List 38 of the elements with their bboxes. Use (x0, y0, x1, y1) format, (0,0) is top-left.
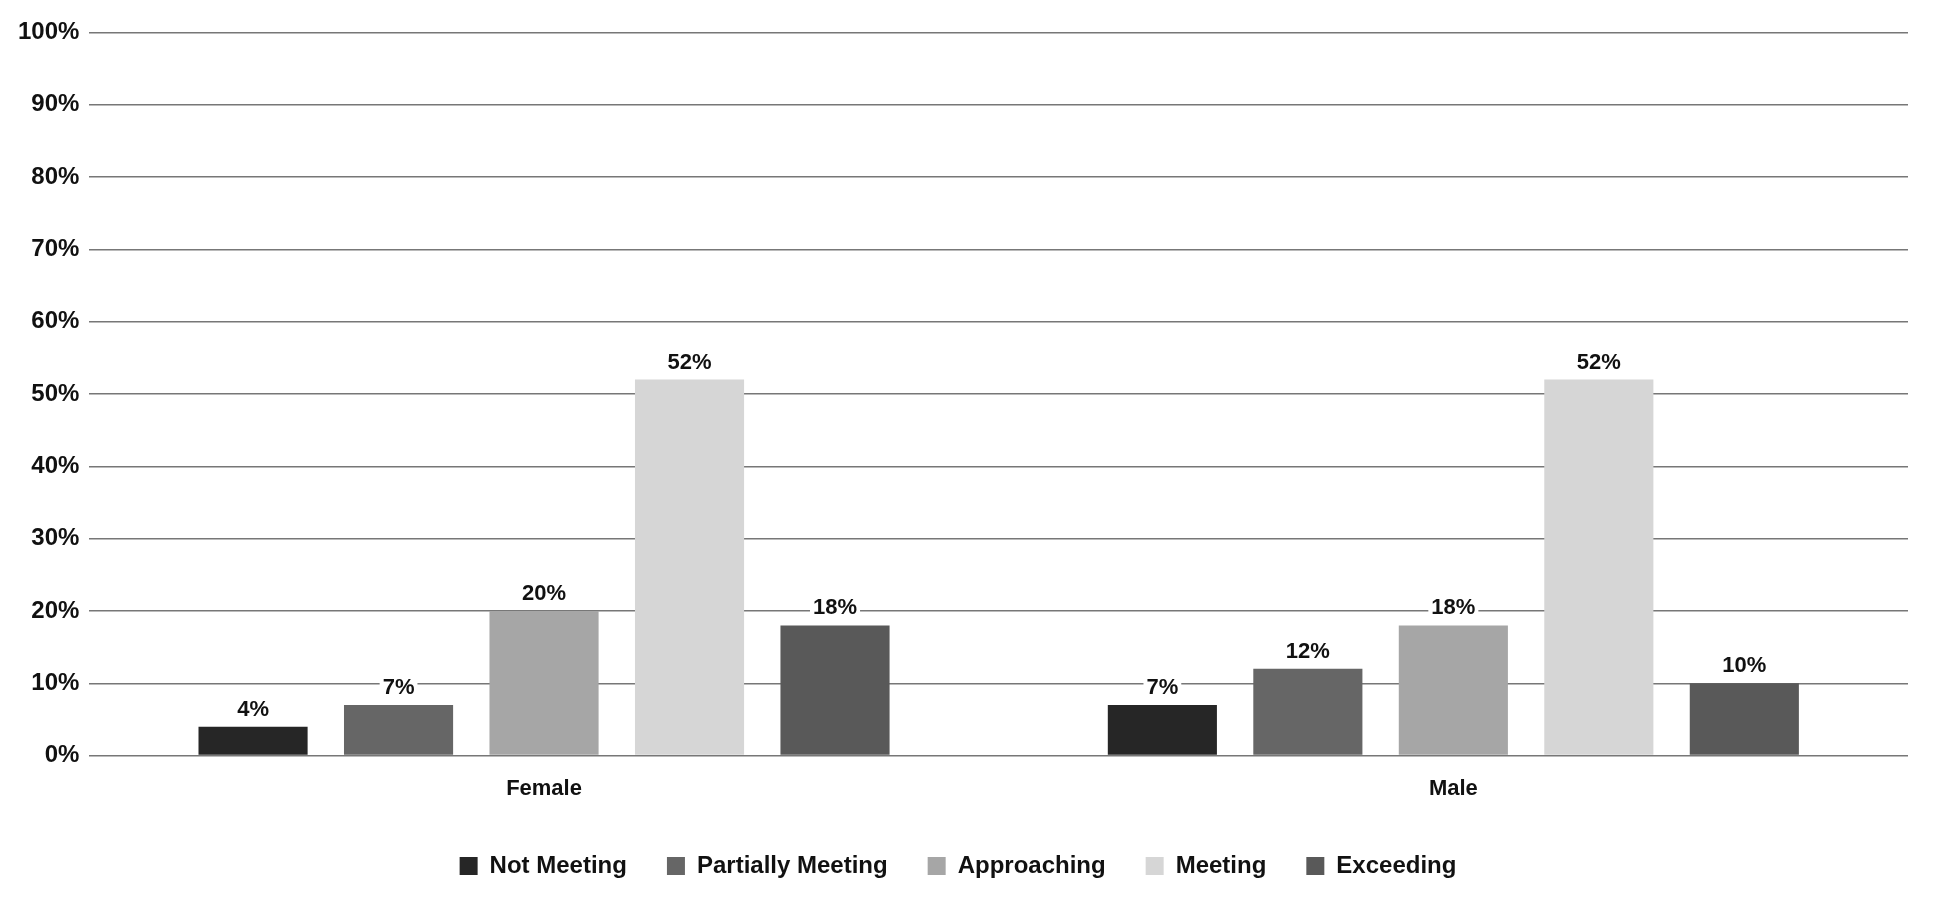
y-tick-label: 0% (44, 740, 80, 768)
bar (198, 726, 308, 755)
x-tick-label: Male (1428, 774, 1478, 800)
bar (1107, 704, 1217, 755)
bar (1544, 379, 1654, 755)
y-tick-label: 100% (17, 17, 80, 45)
bar (780, 625, 890, 755)
text: 4% (237, 695, 269, 721)
bar (1398, 625, 1508, 755)
x-tick-label: Female (506, 774, 582, 800)
text: 10% (1722, 652, 1767, 678)
text: 18% (1431, 594, 1476, 620)
legend-label: Not Meeting (489, 850, 627, 878)
text: 20% (522, 580, 567, 606)
y-tick-label: 20% (31, 595, 80, 623)
text: 7% (382, 674, 415, 700)
y-tick-label: 70% (31, 233, 80, 261)
legend-label: Approaching (957, 850, 1106, 878)
bar (489, 610, 599, 755)
text: 12% (1285, 637, 1330, 663)
y-tick-label: 30% (31, 523, 80, 551)
bar (634, 379, 745, 755)
legend-label: Exceeding (1336, 850, 1457, 878)
legend-label: Partially Meeting (696, 850, 888, 878)
bar (1253, 668, 1363, 755)
y-tick-label: 50% (31, 378, 80, 406)
y-tick-label: 60% (31, 306, 80, 334)
legend-label: Meeting (1175, 850, 1267, 878)
text: 7% (1146, 674, 1179, 700)
bar (1689, 683, 1799, 755)
y-tick-label: 90% (31, 89, 80, 117)
bar (343, 704, 454, 755)
y-tick-label: 10% (31, 667, 80, 695)
text: 52% (667, 348, 712, 374)
text: 18% (812, 594, 858, 620)
y-tick-label: 80% (31, 161, 80, 189)
text: 52% (1576, 348, 1621, 374)
y-tick-label: 40% (31, 450, 80, 478)
